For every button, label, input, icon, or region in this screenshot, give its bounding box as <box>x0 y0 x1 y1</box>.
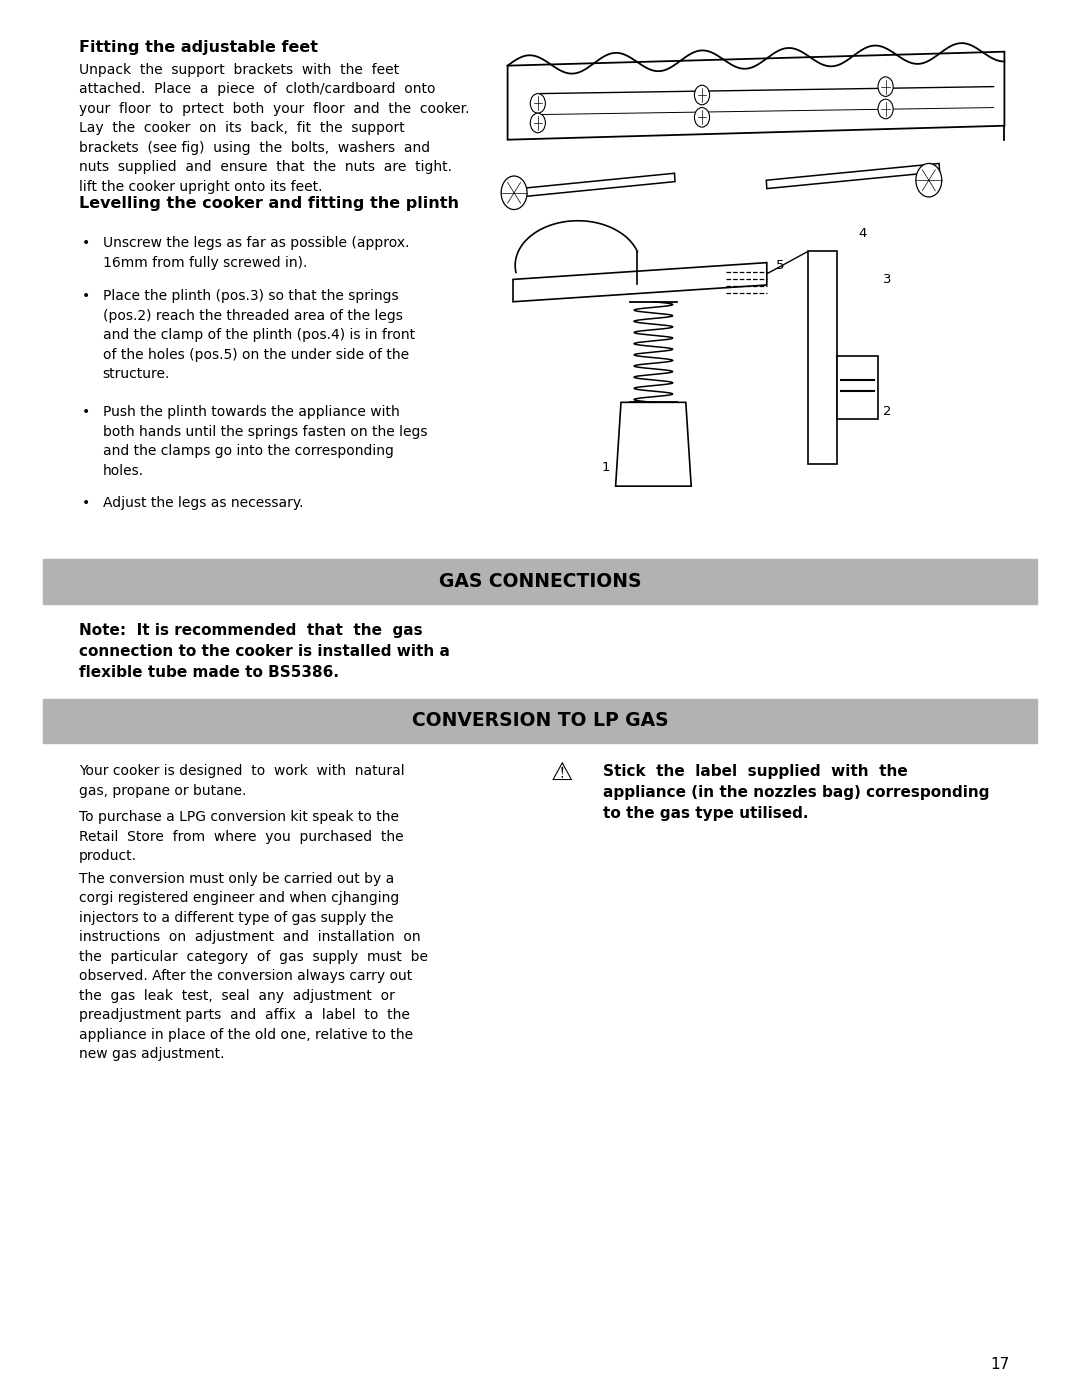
Text: 1: 1 <box>602 461 610 474</box>
Text: The conversion must only be carried out by a
corgi registered engineer and when : The conversion must only be carried out … <box>79 872 428 1062</box>
Text: Fitting the adjustable feet: Fitting the adjustable feet <box>79 39 318 54</box>
Text: GAS CONNECTIONS: GAS CONNECTIONS <box>438 571 642 591</box>
Circle shape <box>878 99 893 119</box>
Polygon shape <box>767 163 940 189</box>
Text: •: • <box>82 496 91 510</box>
Polygon shape <box>616 402 691 486</box>
Text: •: • <box>82 236 91 250</box>
Polygon shape <box>508 52 1004 140</box>
Text: ⚠: ⚠ <box>551 761 573 785</box>
Polygon shape <box>837 356 878 419</box>
Circle shape <box>530 113 545 133</box>
Bar <box>43 559 1037 604</box>
Text: Unscrew the legs as far as possible (approx.
16mm from fully screwed in).: Unscrew the legs as far as possible (app… <box>103 236 409 270</box>
Text: Adjust the legs as necessary.: Adjust the legs as necessary. <box>103 496 303 510</box>
Text: 3: 3 <box>883 272 892 286</box>
Circle shape <box>916 163 942 197</box>
Text: Stick  the  label  supplied  with  the
appliance (in the nozzles bag) correspond: Stick the label supplied with the applia… <box>603 764 989 821</box>
Text: Your cooker is designed  to  work  with  natural
gas, propane or butane.: Your cooker is designed to work with nat… <box>79 764 405 798</box>
Text: To purchase a LPG conversion kit speak to the
Retail  Store  from  where  you  p: To purchase a LPG conversion kit speak t… <box>79 810 404 863</box>
Text: 5: 5 <box>775 258 784 272</box>
Text: Levelling the cooker and fitting the plinth: Levelling the cooker and fitting the pli… <box>79 196 459 211</box>
Text: Note:  It is recommended  that  the  gas
connection to the cooker is installed w: Note: It is recommended that the gas con… <box>79 623 449 680</box>
Polygon shape <box>808 251 837 464</box>
Text: •: • <box>82 289 91 303</box>
Circle shape <box>878 77 893 96</box>
Text: CONVERSION TO LP GAS: CONVERSION TO LP GAS <box>411 711 669 731</box>
Bar <box>43 698 1037 743</box>
Text: Unpack  the  support  brackets  with  the  feet
attached.  Place  a  piece  of  : Unpack the support brackets with the fee… <box>79 63 470 194</box>
Polygon shape <box>505 173 675 198</box>
Text: Push the plinth towards the appliance with
both hands until the springs fasten o: Push the plinth towards the appliance wi… <box>103 405 427 478</box>
Circle shape <box>694 108 710 127</box>
Text: 17: 17 <box>990 1356 1010 1372</box>
Text: Place the plinth (pos.3) so that the springs
(pos.2) reach the threaded area of : Place the plinth (pos.3) so that the spr… <box>103 289 415 381</box>
Text: •: • <box>82 405 91 419</box>
Text: 4: 4 <box>859 228 867 240</box>
Text: 2: 2 <box>883 405 892 418</box>
Polygon shape <box>513 263 767 302</box>
Circle shape <box>530 94 545 113</box>
Circle shape <box>501 176 527 210</box>
Circle shape <box>694 85 710 105</box>
